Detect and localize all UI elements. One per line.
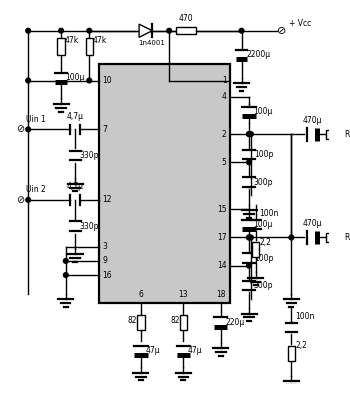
Text: 2200µ: 2200µ — [246, 50, 270, 59]
Text: 100µ: 100µ — [65, 73, 84, 82]
Circle shape — [247, 160, 251, 165]
Text: 47µ: 47µ — [188, 346, 203, 355]
Circle shape — [239, 29, 244, 33]
Text: Uin 2: Uin 2 — [26, 185, 46, 194]
Text: 470µ: 470µ — [302, 219, 322, 228]
Text: ⊘: ⊘ — [16, 124, 25, 134]
Text: 300p: 300p — [254, 281, 273, 290]
Circle shape — [87, 29, 92, 33]
Text: 13: 13 — [178, 291, 188, 299]
Text: 100p: 100p — [254, 150, 273, 159]
Text: 14: 14 — [217, 261, 226, 270]
Text: + Vcc: + Vcc — [288, 19, 311, 28]
Text: 100n: 100n — [259, 209, 279, 217]
Circle shape — [247, 132, 251, 137]
Circle shape — [247, 263, 251, 268]
Text: 220µ: 220µ — [225, 318, 245, 327]
Bar — [137, 314, 145, 329]
Text: RL: RL — [344, 233, 350, 242]
Bar — [288, 346, 295, 361]
Text: 82: 82 — [170, 316, 180, 325]
Text: 4,7µ: 4,7µ — [67, 112, 84, 121]
Text: 4,7µ: 4,7µ — [67, 183, 84, 191]
Text: Uin 1: Uin 1 — [26, 115, 46, 124]
Text: 2,2: 2,2 — [259, 238, 271, 247]
Bar — [326, 129, 331, 139]
Circle shape — [289, 235, 294, 240]
Text: 10: 10 — [103, 76, 112, 85]
Text: 2,2: 2,2 — [295, 341, 307, 350]
Text: 7: 7 — [103, 125, 107, 134]
Polygon shape — [139, 24, 152, 37]
Text: 100p: 100p — [254, 254, 273, 263]
Circle shape — [248, 235, 253, 240]
Circle shape — [247, 235, 251, 240]
Text: 18: 18 — [216, 291, 226, 299]
Text: 1n4001: 1n4001 — [138, 40, 165, 46]
Circle shape — [167, 29, 172, 33]
Text: 100µ: 100µ — [253, 220, 272, 229]
Text: 300p: 300p — [254, 177, 273, 187]
Text: RL: RL — [344, 129, 350, 139]
Bar — [176, 27, 196, 34]
Bar — [57, 38, 65, 55]
Text: 1: 1 — [222, 76, 226, 85]
Circle shape — [26, 198, 30, 202]
Text: 330p: 330p — [80, 151, 99, 160]
Text: 47µ: 47µ — [146, 346, 160, 355]
Circle shape — [59, 29, 63, 33]
Bar — [180, 314, 187, 329]
Circle shape — [248, 132, 253, 137]
Circle shape — [63, 273, 68, 278]
Bar — [252, 242, 259, 257]
Text: 17: 17 — [217, 233, 226, 242]
Text: 4: 4 — [222, 92, 226, 101]
Text: 82: 82 — [128, 316, 137, 325]
Text: 15: 15 — [217, 205, 226, 214]
Text: 16: 16 — [103, 270, 112, 280]
Circle shape — [26, 78, 30, 83]
Bar — [326, 233, 331, 242]
Text: 330p: 330p — [80, 222, 99, 231]
Text: ⊘: ⊘ — [277, 26, 287, 36]
Circle shape — [26, 29, 30, 33]
Circle shape — [247, 132, 251, 137]
Text: 47k: 47k — [93, 36, 107, 45]
Text: 470µ: 470µ — [302, 116, 322, 125]
Text: 9: 9 — [103, 257, 107, 265]
Text: ⊘: ⊘ — [16, 195, 25, 205]
Circle shape — [87, 78, 92, 83]
Bar — [85, 38, 93, 55]
Bar — [99, 64, 230, 303]
Text: 100n: 100n — [295, 312, 314, 321]
Text: 2: 2 — [222, 129, 226, 139]
Circle shape — [247, 235, 251, 240]
Text: 6: 6 — [139, 291, 143, 299]
Circle shape — [26, 127, 30, 132]
Circle shape — [63, 259, 68, 263]
Text: 470: 470 — [179, 14, 194, 23]
Text: 100µ: 100µ — [253, 107, 272, 116]
Text: 12: 12 — [103, 195, 112, 204]
Text: 5: 5 — [222, 158, 226, 167]
Text: 3: 3 — [103, 242, 107, 251]
Text: 47k: 47k — [65, 36, 79, 45]
